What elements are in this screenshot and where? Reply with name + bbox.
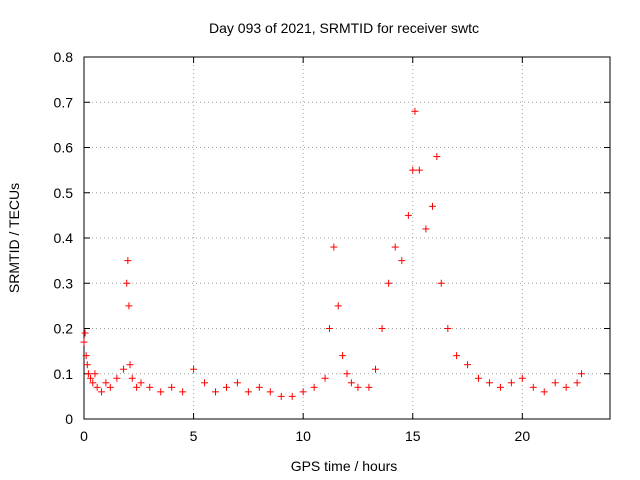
data-point bbox=[255, 383, 263, 391]
data-point bbox=[437, 279, 445, 287]
data-point bbox=[325, 325, 333, 332]
data-point bbox=[464, 361, 472, 369]
data-point bbox=[277, 392, 285, 400]
y-tick-label: 0.7 bbox=[54, 94, 74, 110]
data-point bbox=[82, 352, 90, 360]
data-point bbox=[299, 388, 307, 396]
data-point bbox=[91, 370, 99, 378]
x-tick-label: 15 bbox=[405, 428, 421, 444]
data-point bbox=[288, 392, 296, 400]
data-point bbox=[310, 383, 318, 391]
y-tick-label: 0.5 bbox=[54, 185, 74, 201]
tick-layer: 0 0.1 0.2 0.3 0.4 0.5 0.6 0.7 0.8 0 5 10 15 20 bbox=[54, 49, 610, 444]
data-point bbox=[146, 383, 154, 391]
data-point bbox=[334, 302, 342, 310]
y-tick-label: 0.1 bbox=[54, 366, 74, 382]
data-point bbox=[125, 302, 133, 310]
data-point bbox=[123, 279, 131, 287]
data-point bbox=[378, 325, 386, 332]
data-point bbox=[233, 379, 241, 387]
data-point bbox=[266, 388, 274, 396]
data-point bbox=[321, 374, 329, 382]
data-point bbox=[80, 338, 88, 346]
data-point bbox=[485, 379, 493, 387]
data-point bbox=[415, 166, 423, 174]
data-point bbox=[507, 379, 515, 387]
data-point bbox=[190, 365, 198, 373]
data-point bbox=[81, 329, 89, 337]
data-point bbox=[540, 388, 548, 396]
data-point bbox=[562, 383, 570, 391]
y-axis-label: SRMTID / TECUs bbox=[6, 183, 22, 293]
data-point bbox=[244, 388, 252, 396]
data-point bbox=[365, 383, 373, 391]
data-point bbox=[84, 370, 92, 378]
data-point bbox=[179, 388, 187, 396]
y-tick-label: 0 bbox=[65, 411, 73, 427]
data-point bbox=[428, 202, 436, 210]
data-point bbox=[157, 388, 165, 396]
y-tick-label: 0.6 bbox=[54, 140, 74, 156]
data-point bbox=[422, 225, 430, 233]
data-point bbox=[102, 379, 110, 387]
data-point bbox=[98, 388, 106, 396]
data-points bbox=[80, 107, 586, 400]
data-point bbox=[354, 383, 362, 391]
x-tick-label: 20 bbox=[515, 428, 531, 444]
data-point bbox=[529, 383, 537, 391]
data-point bbox=[409, 166, 417, 174]
data-point bbox=[371, 365, 379, 373]
data-point bbox=[137, 379, 145, 387]
data-point bbox=[347, 379, 355, 387]
x-axis-label: GPS time / hours bbox=[291, 458, 398, 474]
data-point bbox=[93, 383, 101, 391]
data-point bbox=[89, 379, 97, 387]
data-point bbox=[119, 365, 127, 373]
y-tick-label: 0.8 bbox=[54, 49, 74, 65]
data-point bbox=[87, 374, 95, 382]
data-point bbox=[106, 383, 114, 391]
data-point bbox=[518, 374, 526, 382]
data-point bbox=[433, 153, 441, 161]
data-point bbox=[330, 243, 338, 251]
data-point bbox=[201, 379, 209, 387]
data-point bbox=[411, 107, 419, 115]
data-point bbox=[212, 388, 219, 396]
x-tick-label: 5 bbox=[190, 428, 198, 444]
y-tick-label: 0.2 bbox=[54, 321, 74, 337]
data-point bbox=[475, 374, 482, 382]
y-tick-label: 0.4 bbox=[54, 230, 74, 246]
plot-frame bbox=[83, 56, 611, 420]
data-point bbox=[124, 257, 132, 265]
data-point bbox=[453, 352, 461, 360]
data-point bbox=[398, 257, 406, 265]
data-point bbox=[128, 374, 136, 382]
data-point bbox=[404, 211, 412, 219]
data-point bbox=[339, 352, 347, 360]
data-point bbox=[496, 383, 504, 391]
y-tick-label: 0.3 bbox=[54, 275, 74, 291]
data-point bbox=[385, 279, 393, 287]
data-point bbox=[444, 325, 452, 332]
data-point bbox=[83, 361, 91, 369]
grid-layer bbox=[84, 57, 610, 419]
data-point bbox=[391, 243, 399, 251]
x-tick-label: 10 bbox=[295, 428, 311, 444]
data-point bbox=[551, 379, 559, 387]
data-point bbox=[113, 374, 121, 382]
data-point bbox=[578, 370, 586, 378]
data-point bbox=[126, 361, 134, 369]
data-point bbox=[222, 383, 230, 391]
chart-title: Day 093 of 2021, SRMTID for receiver swt… bbox=[209, 20, 479, 36]
data-point bbox=[133, 383, 141, 391]
data-point bbox=[343, 370, 351, 378]
x-tick-label: 0 bbox=[80, 428, 88, 444]
data-point bbox=[168, 383, 176, 391]
data-point bbox=[573, 379, 581, 387]
